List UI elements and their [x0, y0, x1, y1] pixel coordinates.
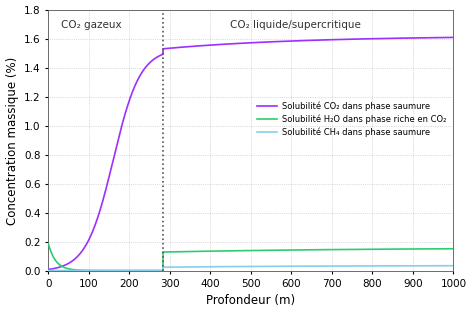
- Legend: Solubilité CO₂ dans phase saumure, Solubilité H₂O dans phase riche en CO₂, Solub: Solubilité CO₂ dans phase saumure, Solub…: [253, 99, 449, 141]
- Text: CO₂ liquide/supercritique: CO₂ liquide/supercritique: [230, 20, 361, 30]
- Text: CO₂ gazeux: CO₂ gazeux: [61, 20, 122, 30]
- Y-axis label: Concentration massique (%): Concentration massique (%): [6, 56, 18, 224]
- X-axis label: Profondeur (m): Profondeur (m): [206, 295, 295, 307]
